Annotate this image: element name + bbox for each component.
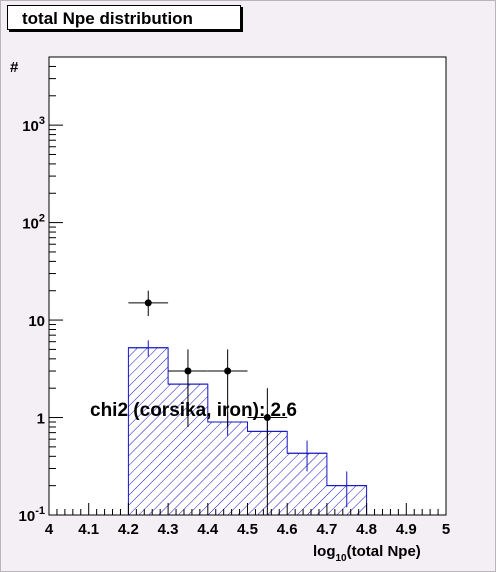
x-tick-label: 5 [442,521,450,538]
data-point-2 [224,367,232,375]
y-tick-label: 102 [22,213,45,233]
y-tick-label: 10-1 [19,505,45,525]
y-tick-label: 103 [22,115,45,135]
chi2-annotation: chi2 (corsika, iron): 2.6 [90,400,297,421]
data-points [128,290,288,515]
x-tick-label: 4.3 [158,521,179,538]
hist-bin-2 [207,421,248,515]
y-tick-label: 10 [28,313,45,330]
x-tick-label: 4.6 [277,521,298,538]
y-axis-title: # [10,59,19,76]
data-point-3 [263,414,271,422]
x-tick-label: 4.5 [237,521,258,538]
x-axis-title: log10(total Npe) [313,543,421,564]
x-tick-label: 4.4 [197,521,219,538]
hist-outline [127,347,368,515]
x-tick-label: 4.7 [316,521,337,538]
x-tick-label: 4.8 [356,521,377,538]
axes: 4 4.1 4.2 4.3 4.4 4.5 4.6 4.7 4.8 4.9 5 10-1 1 10 102 1… [19,56,450,538]
chart-title: total Npe distribution [7,5,241,30]
y-tick-label: 1 [37,411,45,428]
data-point-1 [184,367,192,375]
x-tick-label: 4.1 [78,521,99,538]
x-tick-label: 4.9 [396,521,417,538]
x-tick-label: 4.2 [118,521,139,538]
x-tick-label: 4 [45,521,54,538]
data-point-0 [144,299,152,307]
simulation-histogram [127,340,368,515]
hist-bin-0 [128,347,169,515]
